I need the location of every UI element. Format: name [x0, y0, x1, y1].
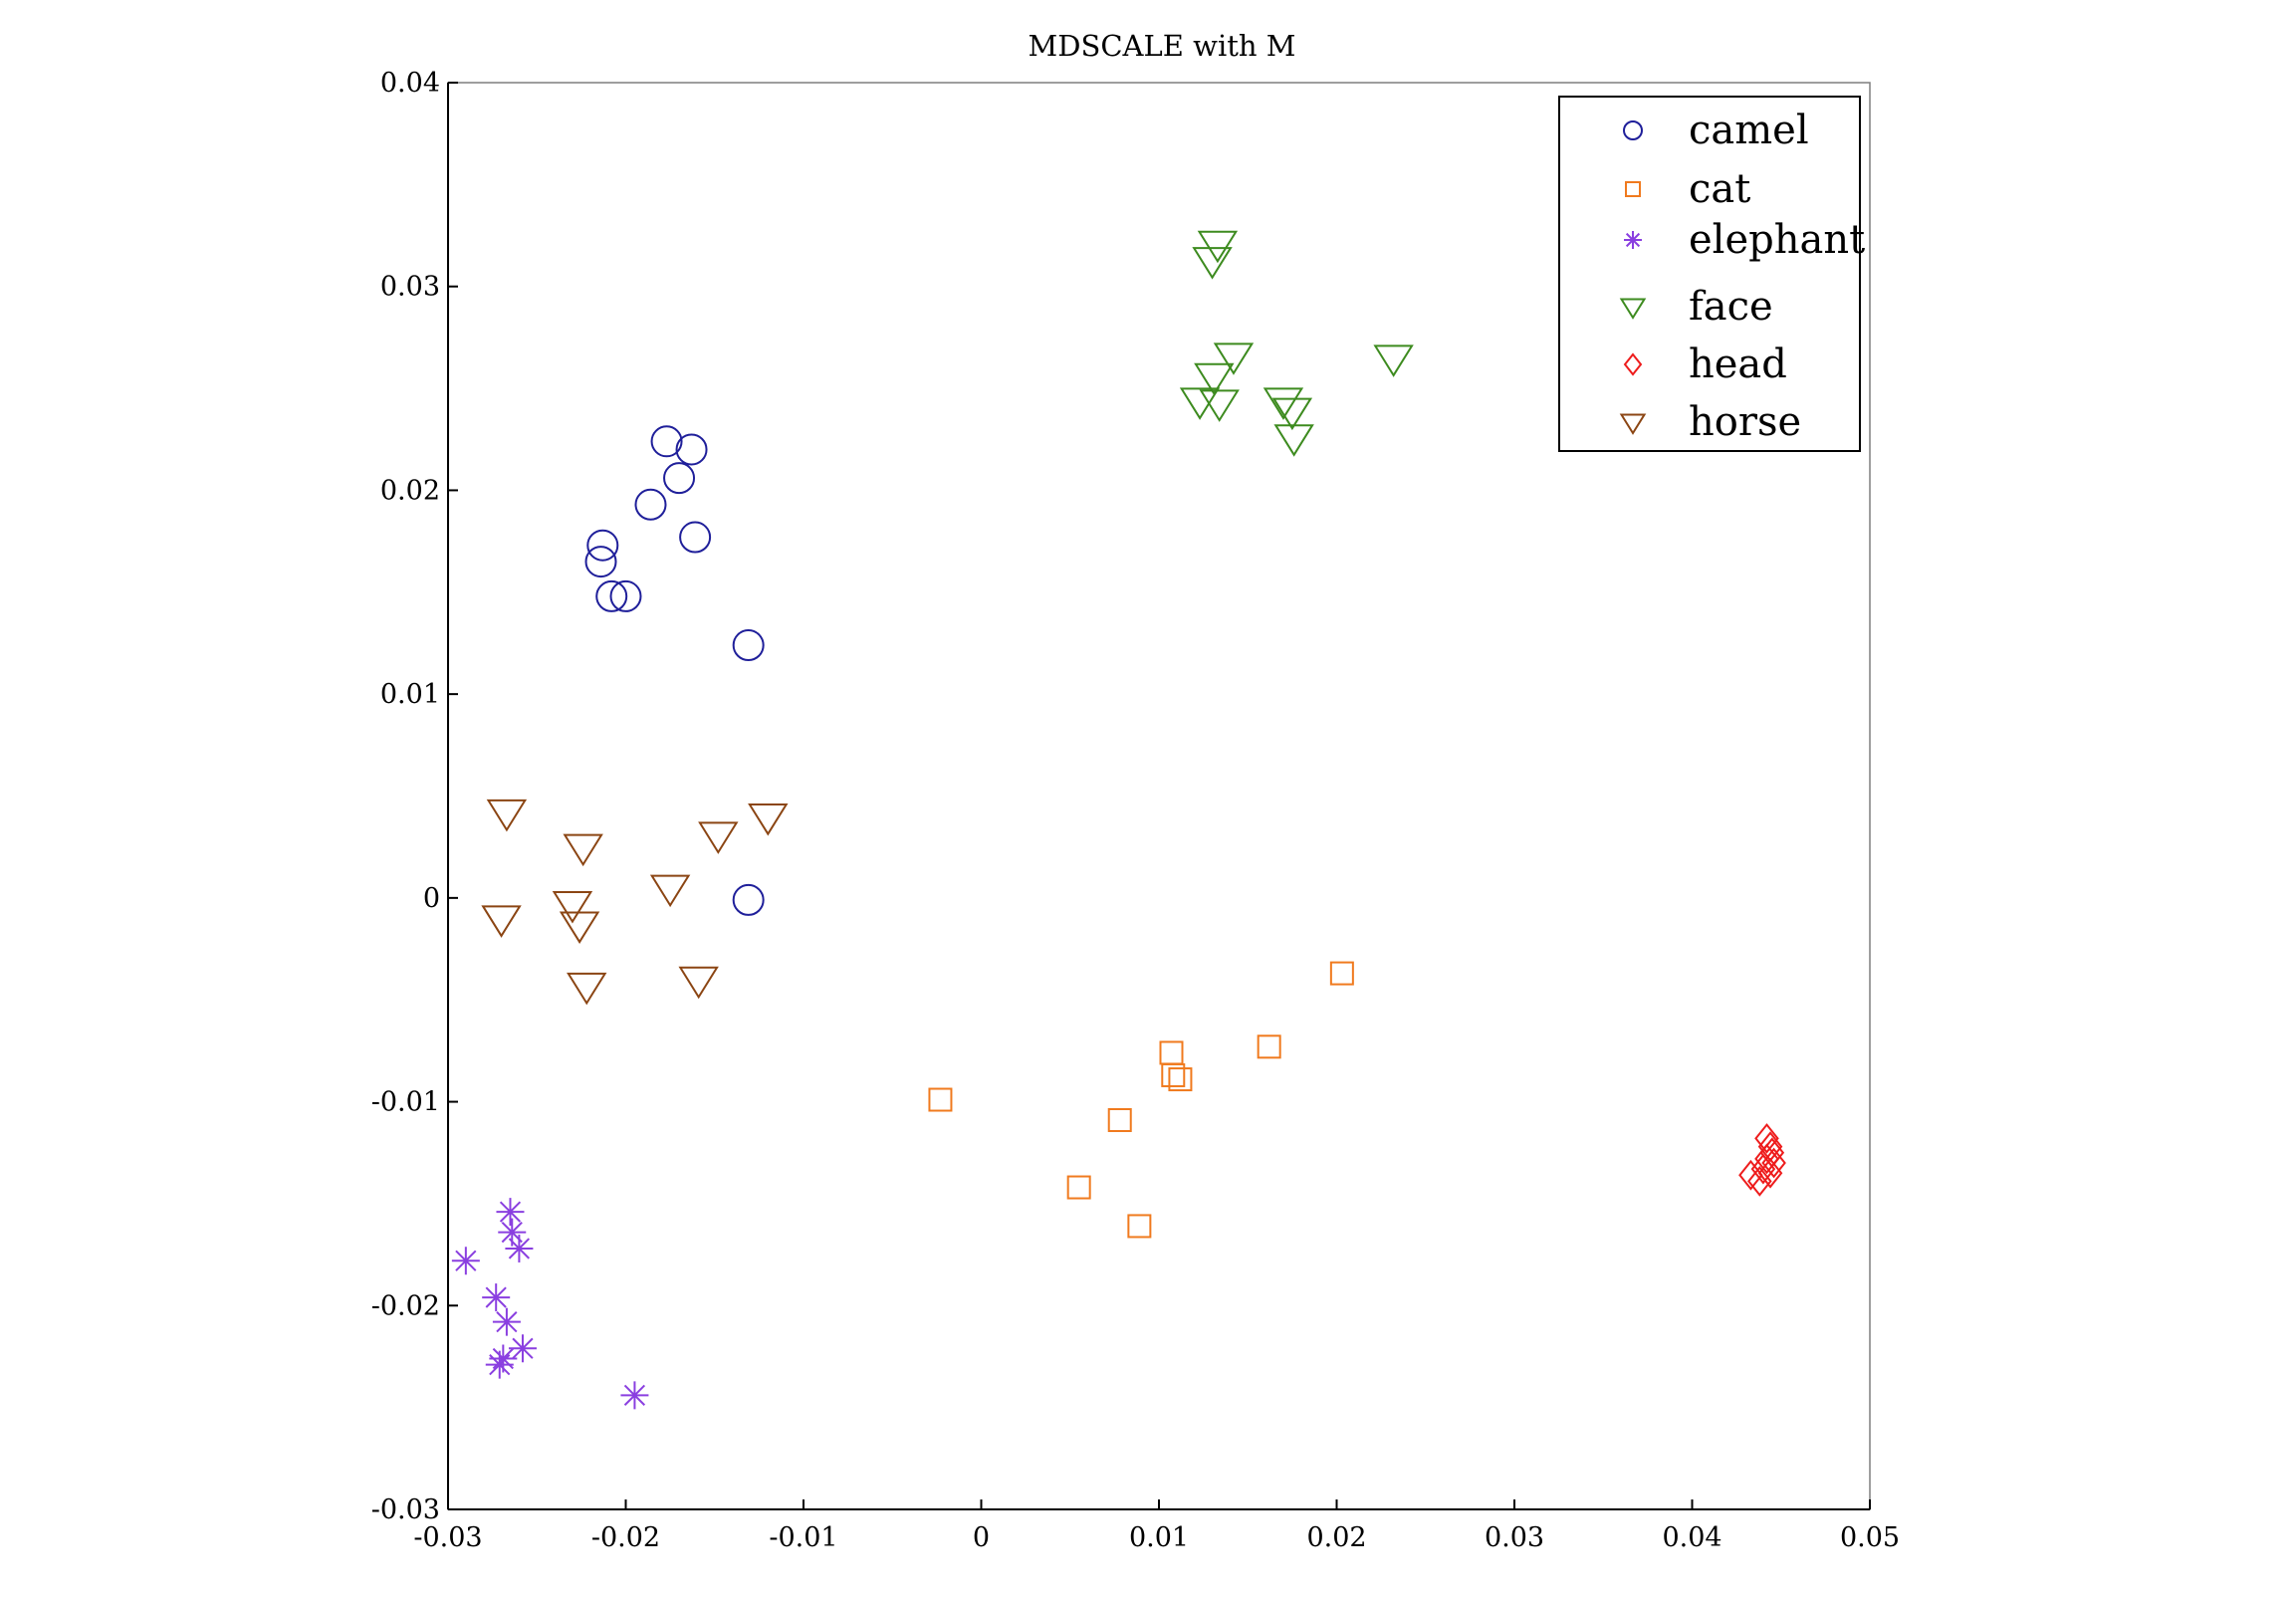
x-tick-label: 0.04 [1662, 1522, 1722, 1553]
point-horse [698, 821, 739, 854]
point-horse [481, 905, 522, 938]
point-face [1194, 362, 1235, 396]
point-horse [563, 833, 603, 867]
point-camel [595, 579, 628, 612]
point-face [1263, 387, 1304, 420]
x-tick-label: -0.01 [769, 1522, 837, 1553]
point-elephant [496, 1198, 525, 1227]
point-camel [584, 546, 617, 578]
point-camel [650, 425, 683, 458]
legend-marker-head [1623, 352, 1643, 376]
point-face [1192, 247, 1233, 280]
legend-marker-camel [1623, 120, 1643, 140]
point-face [1199, 389, 1240, 422]
x-tick-label: 0.02 [1306, 1522, 1366, 1553]
point-face [1197, 230, 1239, 264]
point-cat [1127, 1214, 1152, 1239]
point-elephant [492, 1307, 521, 1336]
x-tick-label: -0.03 [413, 1522, 482, 1553]
x-tick-label: 0.05 [1840, 1522, 1900, 1553]
x-tick-label: 0 [973, 1522, 990, 1553]
legend-marker-cat [1625, 181, 1641, 197]
y-tick-label: 0 [423, 883, 440, 914]
point-face [1271, 397, 1313, 431]
point-elephant [508, 1334, 537, 1363]
point-elephant [485, 1350, 514, 1379]
point-head [1747, 1166, 1772, 1197]
legend-label-head: head [1689, 342, 1787, 387]
point-head [1750, 1153, 1776, 1185]
chart-title: MDSCALE with M [1029, 29, 1296, 63]
point-horse [748, 802, 789, 836]
point-face [1273, 424, 1314, 457]
point-camel [675, 433, 708, 466]
point-camel [609, 579, 642, 612]
data-points [451, 230, 1786, 1410]
point-camel [679, 521, 712, 554]
point-elephant [451, 1247, 480, 1275]
y-tick-label: 0.02 [380, 475, 440, 506]
point-cat [928, 1087, 953, 1112]
point-cat [1066, 1175, 1091, 1200]
point-cat [1107, 1107, 1132, 1132]
legend-box [1558, 96, 1861, 452]
point-face [1213, 343, 1255, 375]
point-camel [732, 883, 765, 916]
point-camel [663, 462, 696, 495]
point-horse [678, 966, 719, 1000]
point-head [1754, 1123, 1779, 1154]
x-tick-label: -0.02 [591, 1522, 660, 1553]
point-elephant [620, 1381, 649, 1410]
point-head [1757, 1157, 1783, 1189]
legend-marker-horse [1619, 413, 1647, 435]
legend-label-face: face [1689, 284, 1773, 330]
point-camel [732, 629, 765, 662]
legend-marker-elephant [1624, 231, 1642, 249]
x-axis-ticks: -0.03 -0.02 -0.01 0 0.01 0.02 0.03 0.04 0.05 [413, 1499, 1900, 1553]
y-tick-label: -0.03 [371, 1494, 440, 1525]
y-tick-label: -0.01 [371, 1087, 440, 1118]
x-tick-label: 0.03 [1485, 1522, 1544, 1553]
y-tick-label: 0.04 [380, 68, 440, 99]
point-horse [486, 799, 528, 832]
point-cat [1329, 961, 1354, 986]
y-tick-label: 0.01 [380, 679, 440, 710]
point-horse [649, 874, 691, 908]
point-cat [1168, 1067, 1193, 1092]
point-cat [1257, 1034, 1281, 1059]
legend-label-horse: horse [1689, 399, 1801, 445]
point-camel [586, 529, 619, 562]
point-horse [567, 972, 607, 1006]
point-camel [634, 488, 667, 521]
legend-label-camel: camel [1689, 108, 1809, 153]
legend-label-elephant: elephant [1689, 217, 1865, 263]
y-tick-label: 0.03 [380, 272, 440, 303]
legend-label-cat: cat [1689, 166, 1750, 212]
y-tick-label: -0.02 [371, 1290, 440, 1321]
point-elephant [482, 1283, 511, 1312]
point-elephant [505, 1234, 534, 1262]
point-face [1373, 344, 1414, 377]
point-horse [559, 911, 600, 944]
point-horse [552, 890, 593, 924]
legend: camel cat elephant face head horse [1558, 96, 1865, 452]
point-head [1754, 1143, 1779, 1175]
x-tick-label: 0.01 [1129, 1522, 1189, 1553]
legend-marker-face [1619, 298, 1647, 320]
point-cat [1161, 1062, 1186, 1087]
y-axis-ticks: -0.03 -0.02 -0.01 0 0.01 0.02 0.03 0.04 [371, 68, 458, 1525]
